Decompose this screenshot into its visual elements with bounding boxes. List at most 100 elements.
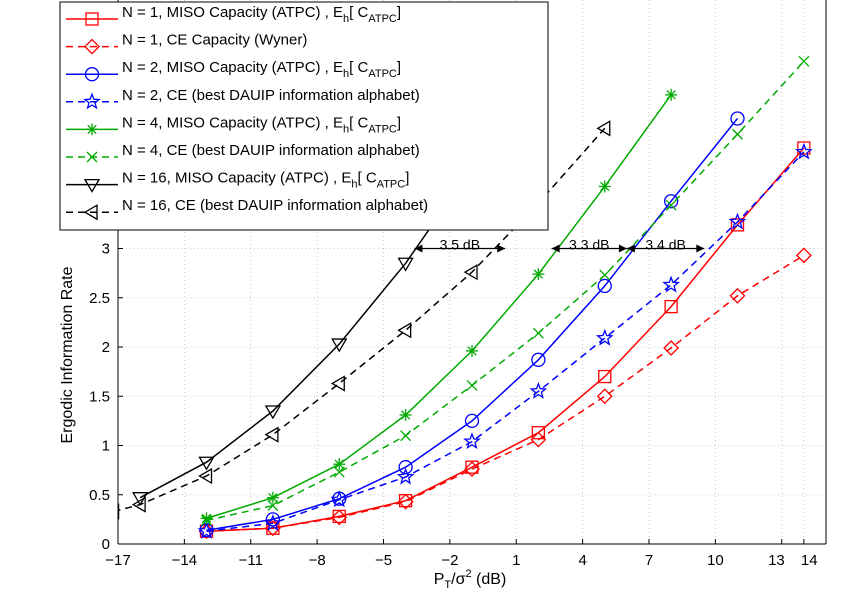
marker-shape bbox=[85, 12, 99, 26]
marker-shape bbox=[331, 509, 348, 526]
marker-shape bbox=[664, 299, 678, 314]
legend-box bbox=[59, 1, 549, 231]
legend-entry-8: N = 16, CE (best DAUIP information alpha… bbox=[66, 197, 428, 221]
marker-shape bbox=[397, 322, 412, 339]
data-point bbox=[795, 247, 812, 264]
marker-shape bbox=[596, 388, 613, 405]
data-point bbox=[264, 426, 279, 443]
marker-shape bbox=[797, 141, 811, 155]
arrow-head bbox=[497, 244, 506, 253]
data-point bbox=[663, 340, 680, 356]
marker-shape bbox=[530, 431, 547, 448]
data-point bbox=[333, 458, 346, 471]
legend-label: N = 2, MISO Capacity (ATPC) , Eh[ CATPC] bbox=[122, 59, 401, 80]
data-point bbox=[331, 338, 348, 353]
legend-entry-4: N = 2, CE (best DAUIP information alphab… bbox=[66, 87, 420, 110]
data-point bbox=[466, 379, 478, 391]
marker-shape bbox=[597, 278, 612, 294]
data-point bbox=[396, 467, 415, 485]
legend-entry-7: N = 16, MISO Capacity (ATPC) , Eh[ CATPC… bbox=[66, 170, 409, 193]
marker-shape bbox=[729, 287, 746, 304]
x-tick-label: 14 bbox=[801, 552, 818, 569]
data-point bbox=[400, 430, 412, 442]
data-point bbox=[466, 344, 478, 357]
series-5 bbox=[200, 88, 678, 525]
marker-stroke bbox=[533, 269, 544, 279]
data-point bbox=[665, 88, 678, 101]
arrow-head bbox=[414, 244, 423, 253]
arrow-head bbox=[618, 244, 627, 253]
y-tick-label: 0.5 bbox=[89, 487, 110, 504]
legend-label: N = 16, CE (best DAUIP information alpha… bbox=[122, 197, 428, 214]
marker-stroke bbox=[267, 500, 279, 512]
marker-shape bbox=[131, 496, 146, 513]
legend-label-sub: ATPC bbox=[368, 68, 397, 80]
marker-shape bbox=[596, 120, 611, 137]
legend-label-sub: ATPC bbox=[368, 13, 397, 25]
marker-stroke bbox=[600, 181, 610, 192]
data-point bbox=[330, 490, 349, 508]
marker-stroke bbox=[732, 128, 743, 140]
series-4 bbox=[197, 142, 813, 539]
data-point bbox=[732, 128, 743, 140]
data-point bbox=[397, 257, 414, 272]
series-line bbox=[206, 60, 805, 522]
data-point bbox=[197, 521, 216, 539]
legend-label: N = 16, MISO Capacity (ATPC) , Eh[ CATPC… bbox=[122, 170, 409, 191]
data-point bbox=[794, 142, 813, 160]
y-tick-label: 1 bbox=[102, 438, 110, 455]
marker-shape bbox=[663, 194, 679, 209]
x-axis-label: PT/σ2 (dB) bbox=[434, 568, 507, 591]
data-point bbox=[728, 212, 747, 230]
data-point bbox=[530, 431, 547, 448]
x-tick-label: −14 bbox=[172, 552, 197, 569]
marker-shape bbox=[83, 204, 98, 221]
annotation-label: 3.4 dB bbox=[645, 237, 685, 253]
x-tick-label: −17 bbox=[105, 552, 130, 569]
data-point bbox=[463, 264, 478, 281]
data-point bbox=[598, 369, 612, 384]
marker-shape bbox=[118, 503, 120, 520]
y-tick-label: 1.5 bbox=[89, 388, 110, 405]
legend-entry-1: N = 1, MISO Capacity (ATPC) , Eh[ CATPC] bbox=[66, 4, 401, 26]
legend-label-main: N = 4, CE (best DAUIP information alphab… bbox=[122, 142, 420, 159]
data-point bbox=[529, 382, 548, 399]
grid bbox=[118, 0, 826, 544]
legend-label-sub: h bbox=[351, 179, 357, 191]
legend-entry-5: N = 4, MISO Capacity (ATPC) , Eh[ CATPC] bbox=[66, 114, 401, 136]
legend-marker bbox=[86, 151, 98, 163]
legend-label-sub: h bbox=[343, 68, 349, 80]
marker-stroke bbox=[400, 410, 411, 420]
data-point bbox=[201, 514, 212, 526]
legend-marker bbox=[86, 123, 98, 136]
annotation-label: 3.3 dB bbox=[569, 237, 609, 253]
data-point bbox=[264, 520, 281, 537]
marker-shape bbox=[198, 467, 213, 485]
data-point bbox=[398, 460, 413, 475]
marker-shape bbox=[464, 461, 480, 478]
legend-entry-3: N = 2, MISO Capacity (ATPC) , Eh[ CATPC] bbox=[66, 59, 401, 82]
legend-marker bbox=[83, 204, 98, 221]
data-point bbox=[797, 141, 811, 155]
data-point bbox=[399, 408, 412, 421]
marker-shape bbox=[330, 375, 345, 392]
legend-marker bbox=[83, 178, 101, 193]
marker-shape bbox=[663, 340, 680, 356]
marker-shape bbox=[595, 328, 614, 346]
marker-stroke bbox=[268, 493, 278, 503]
data-point bbox=[664, 299, 678, 314]
marker-shape bbox=[84, 67, 100, 82]
marker-stroke bbox=[334, 459, 344, 469]
marker-shape bbox=[397, 257, 414, 272]
data-point bbox=[665, 199, 677, 211]
data-point bbox=[333, 466, 345, 478]
marker-shape bbox=[463, 264, 478, 281]
legend-label-end: ] bbox=[405, 170, 409, 187]
data-point bbox=[397, 493, 414, 510]
data-point bbox=[464, 413, 480, 429]
x-tick-label: −11 bbox=[239, 552, 263, 569]
marker-shape bbox=[598, 369, 612, 384]
legend-label-end: ] bbox=[397, 59, 401, 76]
gain-annotation-3: 3.4 dB bbox=[626, 237, 705, 253]
